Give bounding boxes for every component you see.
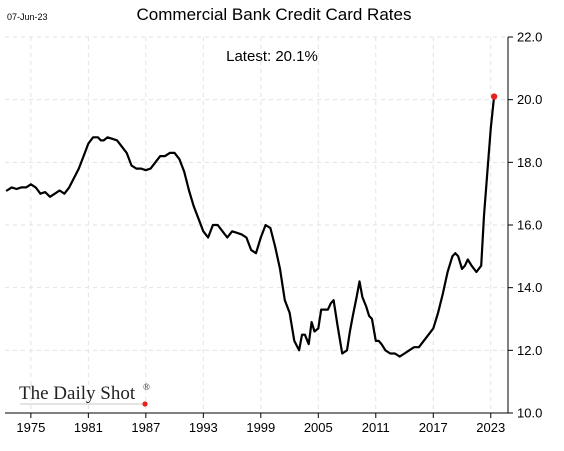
y-tick-label: 16.0 [517,218,542,233]
y-axis: 10.0 12.0 14.0 16.0 18.0 20.0 22.0 [508,30,542,421]
x-tick-label: 2023 [476,420,505,435]
x-tick-label: 2011 [362,420,390,435]
y-tick-label: 22.0 [517,30,542,45]
x-tick-label: 2017 [419,420,448,435]
x-tick-label: 1987 [131,420,160,435]
x-tick-label: 2005 [304,420,333,435]
brand-name: The Daily Shot [19,383,136,404]
brand-dot [142,401,148,407]
y-tick-label: 14.0 [517,280,542,295]
chart-title: Commercial Bank Credit Card Rates [137,5,412,24]
brand-logo: The Daily Shot ® [19,382,150,407]
latest-value-marker [490,93,498,100]
x-tick-label: 1993 [189,420,218,435]
y-tick-label: 18.0 [517,155,542,170]
y-tick-label: 20.0 [517,92,542,107]
series-group [5,93,498,358]
brand-registered-mark: ® [143,382,150,392]
x-tick-label: 1999 [246,420,275,435]
y-tick-label: 12.0 [517,343,542,358]
publication-date: 07-Jun-23 [7,12,48,22]
y-tick-label: 10.0 [517,406,542,421]
x-axis: 1975 1981 1987 1993 1999 2005 2011 2017 2023 [16,413,505,435]
x-tick-label: 1981 [74,420,103,435]
grid-lines [5,36,508,413]
x-tick-label: 1975 [16,420,45,435]
latest-annotation: Latest: 20.1% [226,48,318,65]
series-line [5,95,496,358]
